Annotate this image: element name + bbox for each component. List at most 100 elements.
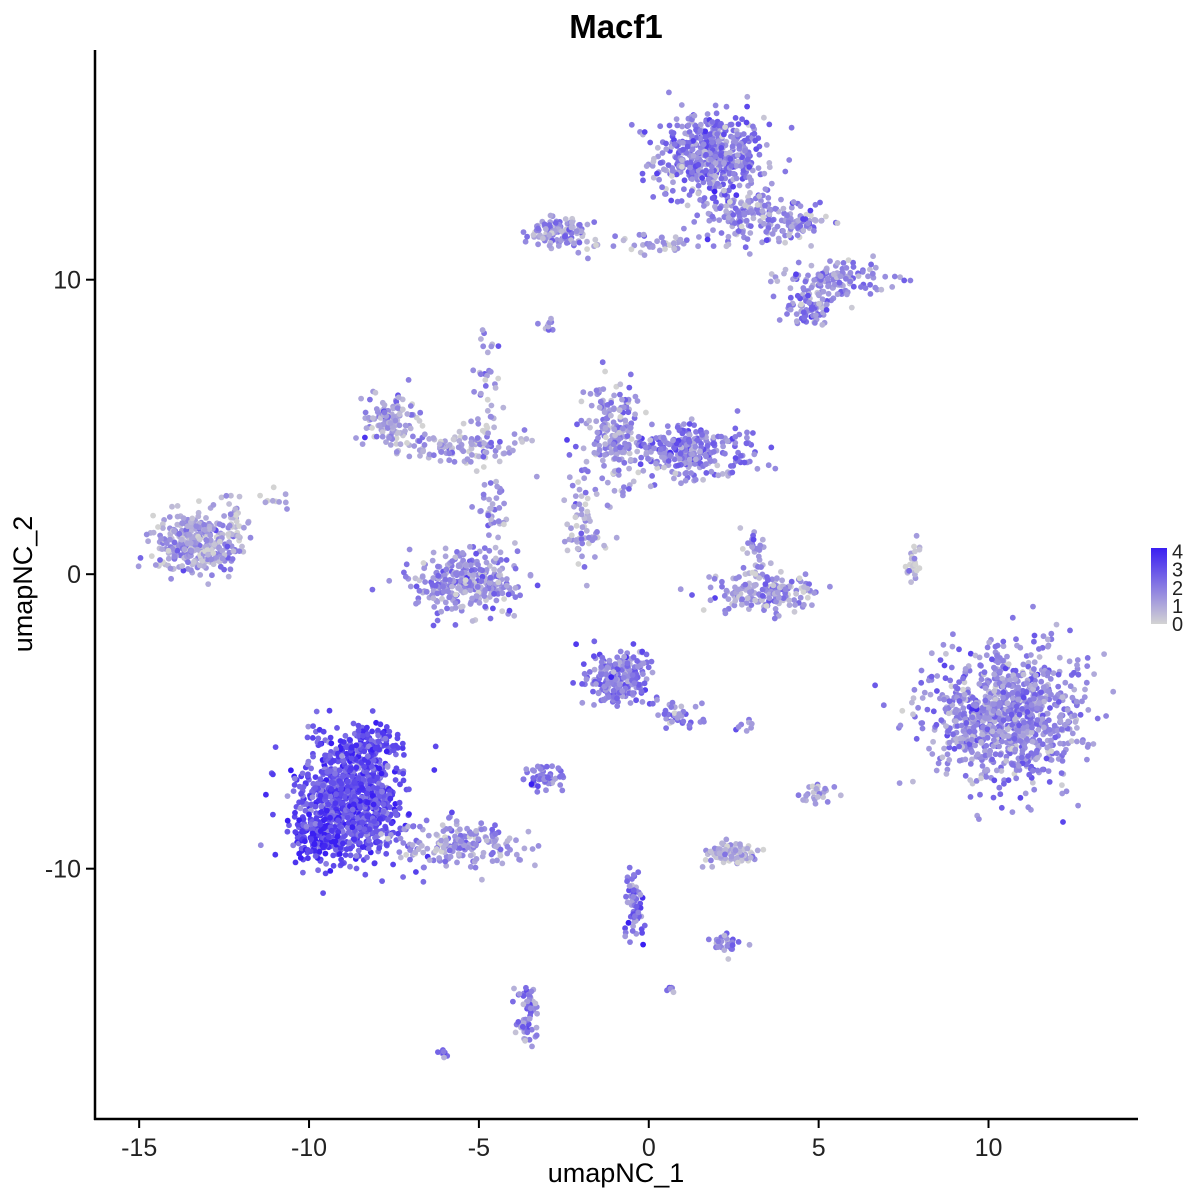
data-point bbox=[808, 243, 814, 249]
data-point bbox=[973, 778, 980, 784]
data-point bbox=[996, 743, 1002, 750]
data-point bbox=[941, 662, 948, 669]
data-point bbox=[165, 555, 172, 562]
data-point bbox=[956, 679, 962, 685]
data-point bbox=[825, 282, 832, 289]
data-point bbox=[354, 815, 361, 821]
data-point bbox=[510, 447, 516, 454]
data-point bbox=[967, 794, 974, 800]
data-point bbox=[489, 501, 496, 507]
data-point bbox=[317, 741, 324, 747]
data-point bbox=[499, 590, 506, 597]
data-point bbox=[374, 785, 381, 791]
data-point bbox=[678, 102, 685, 108]
data-point bbox=[684, 143, 691, 150]
data-point bbox=[650, 194, 657, 200]
data-point bbox=[1020, 725, 1027, 731]
data-point bbox=[568, 525, 574, 532]
data-point bbox=[446, 594, 453, 601]
data-point bbox=[807, 207, 814, 214]
data-point bbox=[617, 648, 624, 655]
data-point bbox=[643, 409, 649, 416]
data-point bbox=[671, 444, 677, 451]
data-point bbox=[775, 235, 782, 242]
data-point bbox=[772, 205, 779, 212]
data-point bbox=[742, 581, 749, 588]
data-point bbox=[654, 238, 660, 245]
data-point bbox=[1009, 761, 1016, 768]
data-point bbox=[542, 226, 549, 232]
data-point bbox=[836, 279, 843, 286]
data-point bbox=[872, 284, 879, 291]
data-point bbox=[1077, 711, 1084, 718]
data-point bbox=[1048, 737, 1054, 744]
data-point bbox=[459, 603, 466, 610]
data-point bbox=[946, 744, 953, 751]
data-point bbox=[600, 386, 607, 392]
data-point bbox=[620, 489, 626, 496]
data-point bbox=[579, 681, 585, 687]
data-point bbox=[763, 237, 770, 244]
data-point bbox=[482, 554, 488, 561]
data-point bbox=[812, 217, 819, 223]
data-point bbox=[747, 189, 753, 196]
data-point bbox=[956, 743, 962, 750]
data-point bbox=[969, 714, 976, 721]
data-point bbox=[239, 543, 245, 550]
data-point bbox=[703, 461, 709, 468]
data-point bbox=[1017, 644, 1024, 651]
data-point bbox=[332, 800, 339, 807]
data-point bbox=[419, 422, 426, 429]
chart-title: Macf1 bbox=[569, 8, 663, 45]
data-point bbox=[739, 546, 746, 552]
data-point bbox=[1040, 633, 1047, 640]
data-point bbox=[191, 558, 197, 565]
data-point bbox=[1029, 724, 1035, 731]
data-point bbox=[617, 391, 623, 398]
data-point bbox=[976, 654, 983, 661]
data-point bbox=[797, 594, 804, 601]
data-point bbox=[1046, 726, 1053, 733]
data-point bbox=[517, 592, 523, 599]
data-point bbox=[423, 589, 430, 595]
data-point bbox=[969, 756, 975, 763]
data-point bbox=[1000, 733, 1007, 740]
data-point bbox=[325, 801, 332, 808]
data-point bbox=[492, 453, 499, 459]
data-point bbox=[579, 553, 585, 560]
data-point bbox=[576, 501, 583, 508]
data-point bbox=[216, 538, 223, 545]
data-point bbox=[286, 822, 292, 829]
data-point bbox=[306, 811, 312, 818]
data-point bbox=[299, 770, 306, 777]
data-point bbox=[430, 549, 437, 556]
data-point bbox=[805, 292, 811, 299]
data-point bbox=[918, 667, 925, 674]
data-point bbox=[761, 220, 767, 227]
data-point bbox=[197, 572, 204, 578]
data-point bbox=[661, 711, 668, 717]
data-point bbox=[442, 545, 449, 552]
data-point bbox=[1007, 750, 1013, 757]
data-point bbox=[997, 751, 1004, 758]
data-point bbox=[599, 475, 606, 482]
data-point bbox=[185, 566, 191, 572]
data-point bbox=[1052, 734, 1059, 741]
data-point bbox=[969, 749, 975, 755]
data-point bbox=[685, 122, 692, 129]
data-point bbox=[817, 273, 824, 280]
data-point bbox=[339, 828, 346, 835]
data-point bbox=[585, 255, 591, 262]
data-point bbox=[474, 435, 481, 441]
data-point bbox=[996, 784, 1003, 791]
data-point bbox=[640, 177, 646, 184]
data-point bbox=[916, 565, 923, 572]
data-point bbox=[628, 420, 635, 427]
data-point bbox=[731, 602, 738, 609]
data-point bbox=[388, 820, 395, 827]
data-point bbox=[639, 648, 646, 655]
data-point bbox=[737, 525, 744, 531]
data-point bbox=[1041, 724, 1047, 731]
data-point bbox=[712, 595, 718, 601]
data-point bbox=[627, 700, 634, 706]
